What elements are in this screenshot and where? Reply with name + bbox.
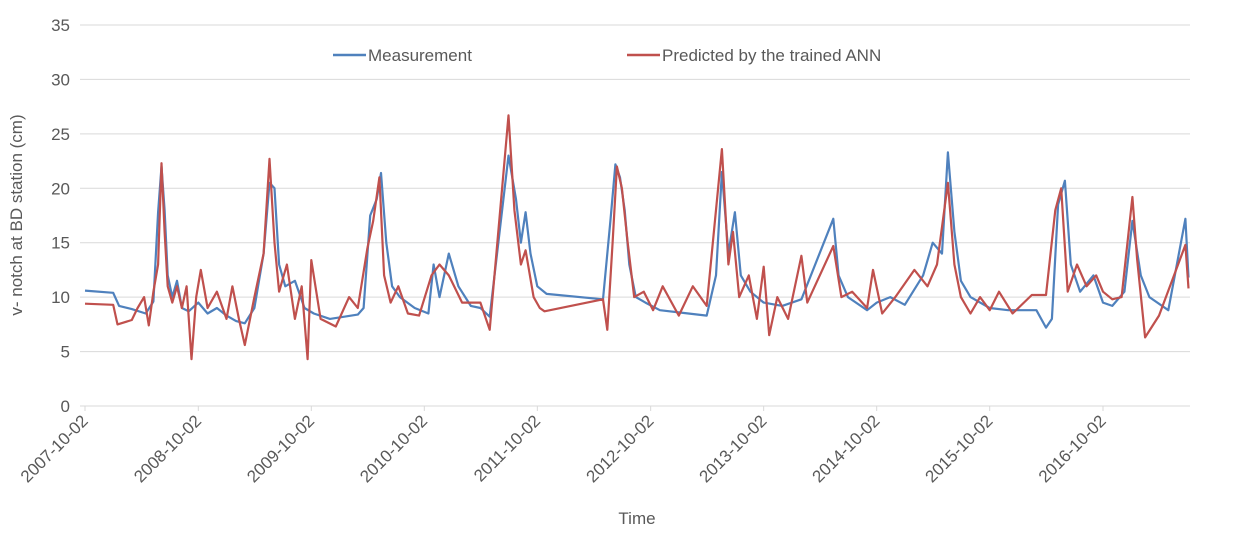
x-tick-label: 2012-10-02 — [583, 411, 658, 486]
x-tick-label: 2014-10-02 — [809, 411, 884, 486]
y-tick-label: 20 — [51, 179, 70, 198]
series-line — [84, 151, 1190, 329]
y-tick-label: 25 — [51, 125, 70, 144]
x-tick-label: 2010-10-02 — [356, 411, 431, 486]
y-axis-label: v- notch at BD station (cm) — [7, 114, 26, 315]
y-tick-label: 15 — [51, 234, 70, 253]
x-tick-label: 2016-10-02 — [1035, 411, 1110, 486]
x-tick-label: 2007-10-02 — [17, 411, 92, 486]
series-line — [84, 114, 1190, 361]
x-tick-label: 2009-10-02 — [243, 411, 318, 486]
y-tick-label: 35 — [51, 16, 70, 35]
x-tick-label: 2015-10-02 — [922, 411, 997, 486]
y-tick-label: 0 — [61, 397, 70, 416]
legend-label: Measurement — [368, 46, 472, 65]
y-tick-label: 10 — [51, 288, 70, 307]
x-tick-label: 2008-10-02 — [130, 411, 205, 486]
x-tick-label: 2013-10-02 — [696, 411, 771, 486]
x-tick-label: 2011-10-02 — [470, 411, 544, 485]
legend-label: Predicted by the trained ANN — [662, 46, 881, 65]
x-axis-label: Time — [618, 509, 655, 528]
y-tick-label: 30 — [51, 70, 70, 89]
y-tick-label: 5 — [61, 343, 70, 362]
